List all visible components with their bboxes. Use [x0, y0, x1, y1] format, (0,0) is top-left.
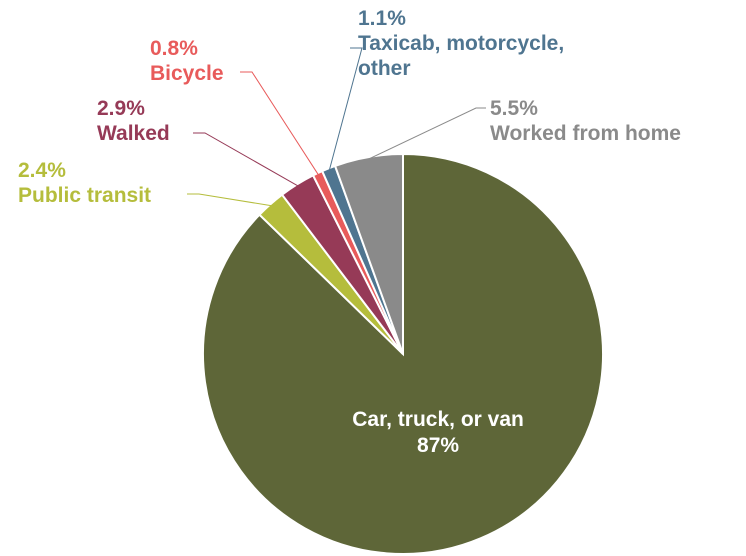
value-label: 2.4% [18, 159, 66, 182]
value-label: 1.1% [358, 7, 406, 30]
value-label: 87% [417, 433, 460, 457]
value-label: 0.8% [150, 37, 198, 60]
leader-line [187, 193, 272, 207]
slice-label: Public transit [18, 184, 152, 207]
leader-line [328, 47, 363, 171]
slice-label: Car, truck, or van [352, 407, 524, 431]
leader-line [368, 107, 486, 160]
slice-label: Bicycle [150, 62, 224, 85]
leader-line [193, 132, 299, 187]
slice-label: Worked from home [490, 122, 681, 145]
value-label: 5.5% [490, 97, 538, 120]
slice-label: Taxicab, motorcycle, other [358, 32, 565, 80]
value-label: 2.9% [97, 97, 145, 120]
slice-label: Walked [97, 122, 170, 145]
leader-line [240, 71, 319, 176]
pie-slice [333, 152, 404, 355]
